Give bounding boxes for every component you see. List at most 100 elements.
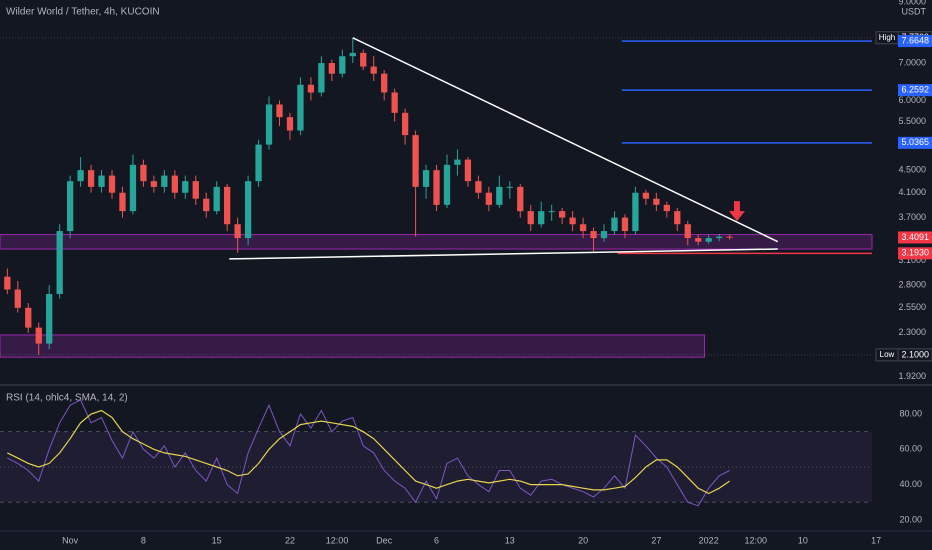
candle-body: [642, 192, 650, 199]
price-label-box: [898, 231, 932, 244]
candle-body: [454, 159, 461, 165]
price-label: 7.6648: [901, 35, 929, 45]
price-label-box: [898, 35, 932, 48]
candle-body: [129, 164, 137, 212]
price-tag-box: [875, 348, 899, 362]
x-tick-label: 17: [871, 535, 881, 545]
y-tick-label: 6.0000: [898, 95, 926, 105]
price-label: 3.1930: [901, 248, 929, 258]
candle-body: [401, 112, 409, 136]
candle-body: [590, 231, 597, 239]
candle-body: [569, 217, 576, 225]
trendline: [229, 248, 778, 260]
candle-body: [611, 217, 618, 232]
candle-body: [600, 231, 608, 239]
candle-body: [224, 186, 231, 225]
candle-body: [538, 211, 545, 225]
y-tick-label: 3.7000: [898, 212, 926, 222]
axis-unit: USDT: [902, 6, 927, 16]
price-label-box: [898, 136, 932, 149]
candle-body: [4, 276, 11, 290]
candle-body: [412, 135, 419, 187]
candle-body: [391, 92, 398, 113]
price-tag: Low: [880, 350, 895, 359]
x-tick-label: 20: [578, 535, 588, 545]
y-tick-label: 4.1000: [898, 187, 926, 197]
zone: [0, 234, 873, 250]
candle-body: [14, 289, 21, 308]
candle-body: [25, 307, 32, 328]
rsi-tick-label: 20.00: [899, 514, 922, 524]
candle-body: [433, 170, 440, 205]
candle-body: [360, 52, 367, 67]
price-tag: High: [879, 33, 895, 42]
candle-body: [381, 73, 388, 93]
candle-body: [98, 175, 105, 187]
y-tick-label: 7.0000: [898, 57, 926, 67]
y-tick-label: 5.5000: [898, 116, 926, 126]
zone: [0, 334, 706, 358]
x-tick-label: 15: [212, 535, 222, 545]
x-tick-label: 10: [798, 535, 808, 545]
candle-body: [66, 181, 74, 232]
y-tick-label: 2.3000: [898, 327, 926, 337]
candle-body: [56, 231, 63, 294]
rsi-line: [7, 399, 730, 507]
candle-body: [695, 238, 702, 242]
rsi-tick-label: 80.00: [899, 408, 922, 418]
candle-body: [559, 211, 566, 218]
x-tick-label: Dec: [376, 535, 393, 545]
candle-body: [161, 175, 168, 187]
candle-body: [443, 164, 451, 205]
candle-body: [328, 63, 335, 74]
y-tick-label: 9.0000: [898, 0, 926, 7]
rsi-tick-label: 60.00: [899, 444, 922, 454]
x-tick-label: 27: [651, 535, 661, 545]
candle-body: [171, 175, 178, 193]
candle-body: [286, 117, 294, 131]
candle-body: [119, 192, 126, 212]
candle-body: [621, 217, 629, 232]
x-tick-label: Nov: [62, 535, 79, 545]
candle-body: [46, 293, 53, 344]
x-tick-label: 12:00: [745, 535, 768, 545]
candle-body: [548, 211, 555, 213]
x-tick-label: 6: [434, 535, 439, 545]
candle-body: [339, 56, 346, 74]
candle-body: [255, 144, 262, 182]
candle-body: [370, 66, 377, 74]
price-label: 6.2592: [901, 85, 929, 95]
candle-body: [349, 52, 356, 57]
arrow: [728, 201, 745, 222]
candle-body: [475, 181, 482, 193]
y-tick-label: 4.5000: [898, 165, 926, 175]
candle-body: [517, 186, 524, 212]
chart-title: Wilder World / Tether, 4h, KUCOIN: [6, 7, 160, 18]
x-tick-label: 13: [505, 535, 515, 545]
candle-body: [140, 164, 147, 182]
candle-body: [579, 224, 587, 232]
candle-body: [35, 327, 42, 344]
candle-body: [485, 192, 493, 205]
candle-body: [307, 84, 315, 93]
candle-body: [234, 224, 241, 239]
candle-body: [244, 181, 252, 239]
candle-body: [108, 175, 116, 193]
candle-body: [182, 181, 189, 193]
candle-body: [674, 211, 681, 225]
price-label-box: [898, 84, 932, 97]
trendline: [352, 37, 779, 243]
candle-body: [527, 211, 534, 225]
x-tick-label: 22: [285, 535, 295, 545]
y-tick-label: 1.9200: [898, 371, 926, 381]
candle-body: [318, 63, 325, 93]
candle-body: [203, 198, 210, 212]
rsi-line: [7, 409, 730, 495]
candle-body: [265, 104, 273, 145]
x-tick-label: 12:00: [326, 535, 349, 545]
candle-body: [276, 104, 283, 118]
x-tick-label: 2022: [699, 535, 719, 545]
candle-body: [663, 204, 670, 212]
candle-body: [297, 84, 304, 131]
price-label-box: [898, 247, 932, 260]
